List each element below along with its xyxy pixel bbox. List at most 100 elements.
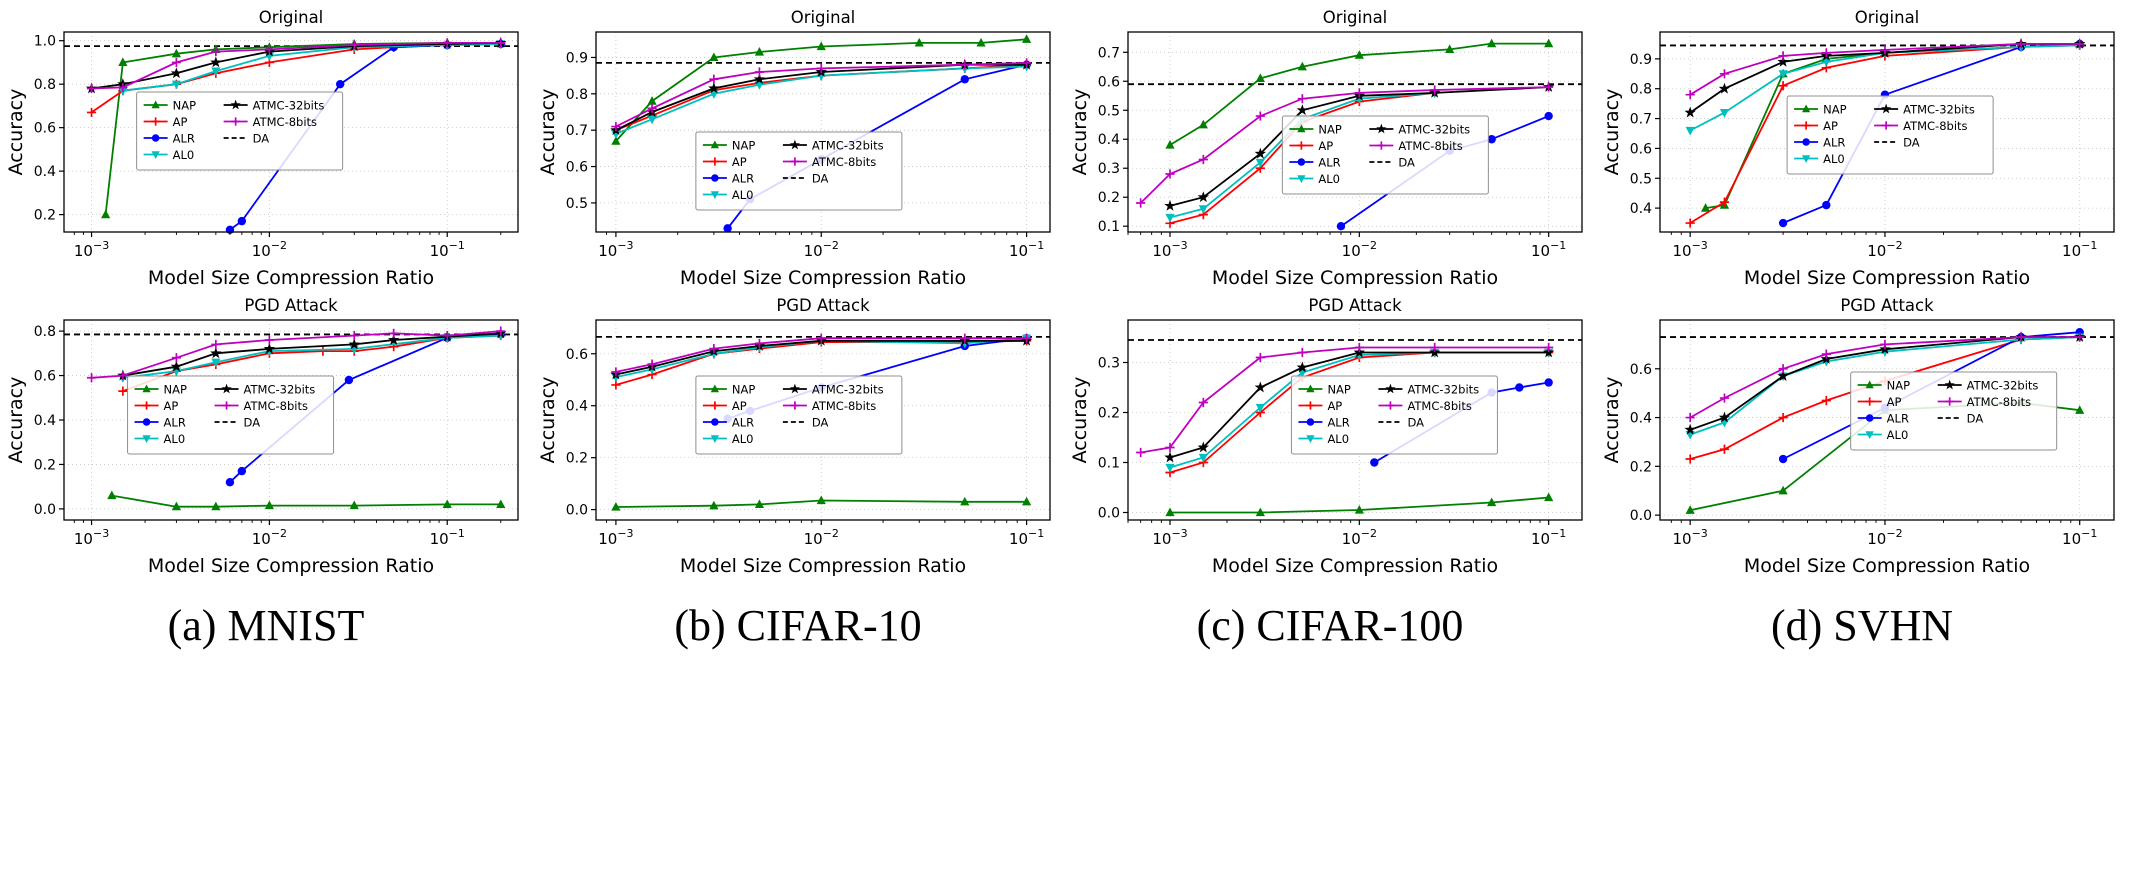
marker-star: [1684, 423, 1696, 435]
svg-text:NAP: NAP: [732, 139, 755, 153]
svg-text:ATMC-8bits: ATMC-8bits: [812, 399, 876, 413]
marker-plus: [118, 370, 128, 381]
chart-title: PGD Attack: [1840, 296, 1934, 315]
legend-box: [695, 131, 903, 211]
legend: NAP AP ALR AL0 ATMC-32bits ATMC-8bits DA: [1786, 95, 1994, 175]
x-tick-label: 10−3: [598, 527, 633, 548]
marker-triangle-down: [710, 435, 720, 443]
legend-entry-DA: DA: [782, 172, 829, 186]
marker-triangle-up: [1354, 50, 1364, 59]
svg-text:ATMC-8bits: ATMC-8bits: [1407, 399, 1471, 413]
svg-text:ALR: ALR: [1318, 156, 1340, 170]
marker-plus: [2075, 332, 2085, 342]
marker-plus: [1544, 342, 1554, 353]
marker-triangle-up: [1354, 505, 1364, 514]
marker-triangle-up: [1685, 505, 1695, 514]
svg-text:ATMC-8bits: ATMC-8bits: [1903, 119, 1967, 133]
series-ATMC-8bits: [1685, 39, 2085, 100]
marker-triangle-down: [709, 90, 719, 99]
legend-entry-AP: AP: [1794, 119, 1838, 133]
legend: NAP AP ALR AL0 ATMC-32bits ATMC-8bits DA: [695, 131, 903, 211]
marker-circle: [1544, 378, 1553, 387]
svg-text:ALR: ALR: [1327, 416, 1349, 430]
y-axis-label: Accuracy: [1601, 377, 1623, 464]
y-tick-label: 0.8: [566, 87, 588, 103]
legend: NAP AP ALR AL0 ATMC-32bits ATMC-8bits DA: [136, 91, 344, 171]
marker-star: [221, 383, 232, 394]
marker-plus: [1821, 395, 1831, 406]
caption-cifar100: (c) CIFAR-100: [1196, 601, 1464, 650]
marker-star: [1197, 191, 1210, 203]
legend-box: [1786, 95, 1994, 175]
marker-plus: [142, 401, 151, 410]
y-tick-label: 0.1: [1098, 219, 1120, 235]
marker-triangle-up: [2075, 405, 2085, 414]
legend-entry-AL0: AL0: [1298, 432, 1349, 446]
legend-entry-NAP: NAP: [1857, 379, 1910, 393]
y-tick-label: 0.7: [566, 123, 588, 139]
x-axis-label: Model Size Compression Ratio: [1212, 555, 1498, 577]
marker-circle: [1297, 158, 1306, 166]
marker-plus: [442, 330, 452, 341]
marker-circle: [237, 216, 247, 226]
svg-text:AL0: AL0: [732, 432, 754, 446]
marker-plus: [1778, 81, 1788, 91]
x-tick-label: 10−1: [430, 527, 465, 548]
marker-plus: [1255, 352, 1265, 363]
x-axis-label: Model Size Compression Ratio: [1212, 267, 1498, 289]
marker-plus: [211, 46, 221, 57]
svg-text:ATMC-32bits: ATMC-32bits: [1967, 379, 2039, 393]
legend-entry-ATMC-8bits: ATMC-8bits: [214, 399, 308, 413]
marker-plus: [710, 157, 720, 166]
y-tick-label: 0.0: [566, 503, 588, 519]
x-tick-label: 10−3: [1673, 239, 1708, 260]
marker-circle: [1487, 135, 1496, 144]
marker-triangle-up: [710, 384, 720, 393]
marker-plus: [222, 401, 231, 410]
marker-triangle-up: [1445, 44, 1455, 53]
legend-entry-DA: DA: [1369, 156, 1415, 170]
marker-plus: [1136, 447, 1146, 458]
x-tick-label: 10−1: [2062, 239, 2097, 260]
marker-triangle-down: [647, 115, 657, 125]
legend-entry-DA: DA: [214, 416, 260, 430]
legend-entry-NAP: NAP: [134, 383, 187, 397]
marker-plus: [1685, 454, 1695, 464]
marker-plus: [1165, 442, 1175, 453]
plot-frame: [1127, 319, 1583, 521]
marker-star: [1777, 55, 1789, 67]
plot-frame: [1127, 31, 1583, 233]
x-tick-label: 10−2: [804, 239, 839, 260]
x-axis-label: Model Size Compression Ratio: [680, 267, 966, 289]
x-tick-label: 10−3: [1152, 239, 1187, 260]
svg-text:AL0: AL0: [1318, 172, 1340, 186]
y-tick-label: 0.6: [1098, 74, 1120, 90]
marker-triangle-up: [976, 37, 986, 47]
x-axis-label: Model Size Compression Ratio: [148, 267, 434, 289]
chart-cifar10-pgd: 10−3 10−2 10−1 0.0 0.2 0.4 0.6 PGD Attack Model …: [532, 294, 1064, 582]
marker-triangle-down: [1165, 463, 1175, 473]
svg-text:AL0: AL0: [1823, 152, 1845, 166]
legend-entry-ATMC-32bits: ATMC-32bits: [782, 139, 884, 153]
marker-triangle-up: [914, 37, 924, 47]
caption-svhn: (d) SVHN: [1770, 601, 1954, 650]
marker-plus: [1430, 85, 1440, 95]
x-axis-label: Model Size Compression Ratio: [680, 555, 966, 577]
legend-box: [1281, 115, 1489, 195]
caption-cifar10: (b) CIFAR-10: [674, 601, 922, 650]
svg-text:ATMC-32bits: ATMC-32bits: [1903, 103, 1975, 117]
marker-plus: [709, 74, 719, 84]
marker-plus: [86, 373, 97, 383]
marker-triangle-up: [647, 96, 657, 105]
y-axis-label: Accuracy: [1069, 89, 1091, 176]
svg-text:AL0: AL0: [732, 188, 754, 202]
marker-triangle-up: [709, 52, 719, 62]
x-tick-label: 10−2: [804, 527, 839, 548]
legend: NAP AP ALR AL0 ATMC-32bits ATMC-8bits DA: [1281, 115, 1489, 195]
marker-plus: [1297, 141, 1306, 150]
chart-grid: 10−3 10−2 10−1 0.2 0.4 0.6 0.8 1.0 Original Model…: [0, 6, 2130, 582]
svg-text:DA: DA: [253, 132, 270, 146]
marker-triangle-down: [142, 435, 151, 443]
legend: NAP AP ALR AL0 ATMC-32bits ATMC-8bits DA: [127, 375, 335, 455]
